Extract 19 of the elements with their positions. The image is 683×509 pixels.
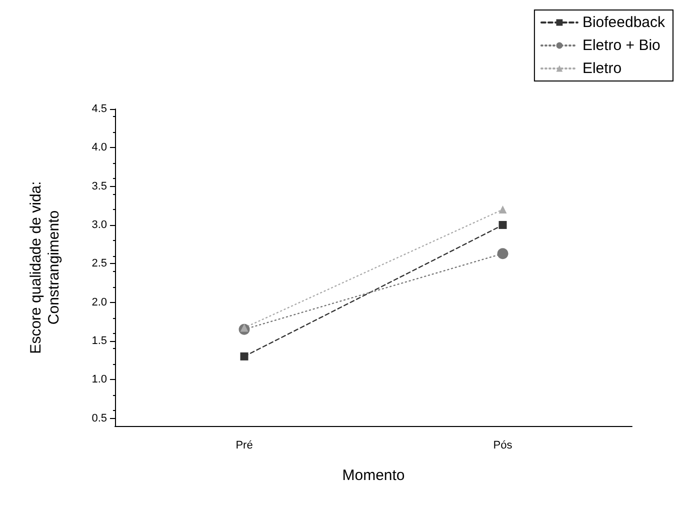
x-tick-label: Pós bbox=[493, 440, 513, 452]
y-tick-label: 2.0 bbox=[92, 296, 107, 308]
legend-label: Eletro + Bio bbox=[582, 37, 660, 54]
point bbox=[497, 248, 508, 260]
y-tick-label: 3.5 bbox=[92, 180, 107, 192]
y-tick-label: 0.5 bbox=[92, 412, 107, 424]
y-tick-label: 1.0 bbox=[92, 374, 107, 386]
y-axis-title: Escore qualidade de vida: Constrangimento bbox=[28, 181, 62, 354]
point bbox=[240, 352, 248, 360]
x-axis-title: Momento bbox=[342, 467, 405, 484]
point bbox=[498, 220, 507, 229]
legend-label: Biofeedback bbox=[582, 14, 666, 31]
y-tick-label: 4.5 bbox=[92, 103, 107, 115]
legend-label: Eletro bbox=[582, 60, 622, 77]
y-tick-label: 3.0 bbox=[92, 218, 107, 231]
y-tick-label: 4.0 bbox=[92, 142, 107, 154]
y-tick-label: 2.5 bbox=[92, 258, 107, 270]
y-tick-label: 1.5 bbox=[92, 334, 107, 347]
x-tick-label: Pré bbox=[236, 440, 253, 452]
